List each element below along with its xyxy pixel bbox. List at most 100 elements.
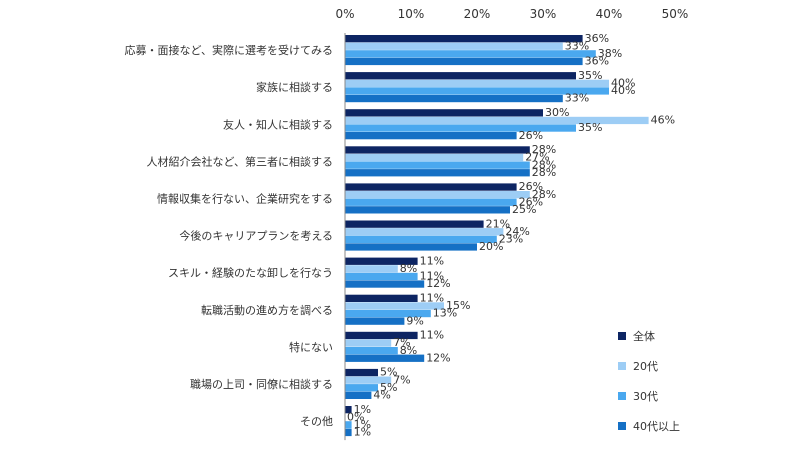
bar: [345, 368, 378, 377]
data-label: 26%: [519, 180, 543, 193]
data-label: 28%: [532, 158, 556, 171]
bar: [345, 347, 398, 355]
bar: [345, 206, 510, 214]
data-label: 0%: [347, 410, 364, 423]
bar: [345, 183, 517, 191]
bar: [345, 235, 497, 243]
legend-label: 全体: [633, 329, 655, 343]
data-label: 38%: [598, 47, 622, 60]
x-tick-label: 0%: [335, 7, 354, 21]
data-label: 11%: [420, 292, 444, 305]
legend-swatch: [618, 392, 626, 400]
legend-label: 30代: [633, 390, 658, 403]
bar: [345, 302, 444, 310]
legend-swatch: [618, 362, 626, 370]
data-label: 28%: [532, 166, 556, 179]
x-tick-label: 30%: [530, 7, 557, 21]
bar: [345, 161, 530, 169]
bar: [345, 116, 649, 125]
bar: [345, 109, 543, 117]
data-label: 40%: [611, 77, 635, 90]
bar: [345, 272, 418, 281]
bar: [345, 72, 576, 80]
bar: [345, 391, 372, 399]
bar: [345, 57, 583, 66]
data-label: 7%: [393, 336, 410, 349]
data-label: 40%: [611, 84, 635, 97]
bar: [345, 50, 596, 58]
data-label: 5%: [380, 366, 397, 379]
legend-swatch: [618, 332, 626, 340]
data-label: 33%: [565, 39, 589, 52]
bar: [345, 384, 378, 392]
bar: [345, 354, 425, 362]
category-label: その他: [300, 415, 333, 428]
bar: [345, 331, 418, 340]
data-label: 23%: [499, 233, 523, 246]
data-label: 8%: [400, 262, 417, 275]
data-label: 12%: [426, 277, 450, 290]
category-label: スキル・経験のたな卸しを行なう: [168, 266, 333, 280]
data-label: 9%: [406, 314, 423, 327]
bar: [345, 35, 583, 43]
bar: [345, 421, 352, 429]
data-label: 1%: [354, 426, 371, 439]
bar: [345, 198, 517, 206]
data-label: 26%: [519, 195, 543, 208]
data-label: 11%: [420, 270, 444, 283]
category-label: 情報収集を行ない、企業研究をする: [157, 191, 333, 205]
data-label: 46%: [651, 114, 675, 127]
category-label: 職場の上司・同僚に相談する: [190, 377, 333, 391]
data-label: 21%: [486, 217, 510, 230]
x-tick-label: 20%: [464, 7, 491, 21]
bar: [345, 339, 392, 347]
x-tick-label: 10%: [398, 7, 425, 21]
legend-label: 20代: [633, 360, 658, 373]
category-label: 応募・面接など、実際に選考を受けてみる: [125, 43, 333, 57]
data-label: 36%: [585, 55, 609, 68]
x-tick-label: 50%: [662, 7, 689, 21]
data-label: 30%: [545, 106, 569, 119]
data-label: 8%: [400, 344, 417, 357]
data-label: 4%: [373, 389, 390, 402]
data-label: 15%: [446, 299, 470, 312]
bar: [345, 309, 431, 318]
data-label: 35%: [578, 121, 602, 134]
bar: [345, 220, 484, 228]
data-label: 24%: [505, 225, 529, 238]
category-label: 転職活動の進め方を調べる: [201, 303, 333, 317]
data-label: 35%: [578, 69, 602, 82]
data-label: 7%: [393, 373, 410, 386]
bar: [345, 42, 563, 50]
data-label: 1%: [354, 418, 371, 431]
bar: [345, 428, 352, 437]
legend-label: 40代以上: [633, 420, 680, 433]
category-label: 家族に相談する: [256, 80, 333, 94]
bar: [345, 243, 477, 251]
bar: [345, 317, 405, 325]
data-label: 11%: [420, 254, 444, 267]
data-label: 33%: [565, 92, 589, 105]
bar: [345, 124, 576, 132]
data-label: 20%: [479, 240, 503, 253]
bar: [345, 280, 425, 288]
category-label: 特にない: [289, 340, 333, 354]
bar: [345, 79, 609, 87]
bar: [345, 294, 418, 302]
bars: [345, 35, 649, 437]
category-labels: 応募・面接など、実際に選考を受けてみる家族に相談する友人・知人に相談する人材紹介…: [125, 43, 333, 428]
bar: [345, 132, 517, 140]
category-label: 今後のキャリアプランを考える: [179, 229, 333, 243]
bar: [345, 406, 352, 414]
data-label: 12%: [426, 351, 450, 364]
x-tick-label: 40%: [596, 7, 623, 21]
bar: [345, 265, 398, 273]
data-label: 26%: [519, 129, 543, 142]
data-label: 11%: [420, 329, 444, 342]
data-label: 28%: [532, 188, 556, 201]
category-label: 友人・知人に相談する: [223, 117, 333, 131]
bar: [345, 153, 524, 162]
legend: 全体 20代 30代 40代以上: [618, 329, 680, 433]
bar: [345, 228, 504, 236]
